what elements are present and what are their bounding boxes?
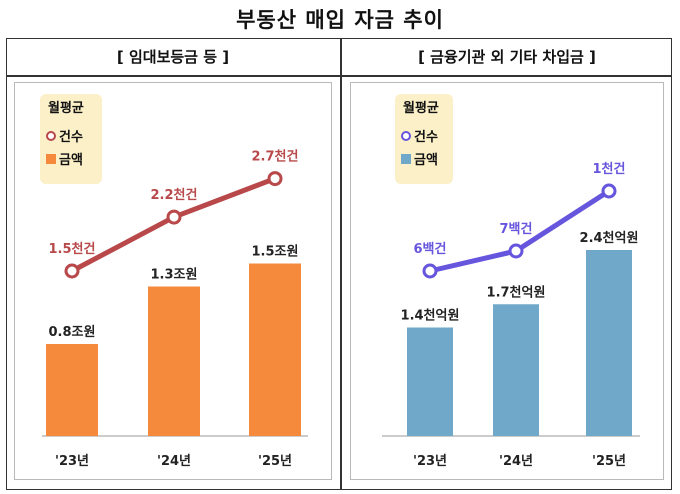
right-legend-line-label: 건수 — [414, 129, 438, 145]
right-bar — [407, 327, 453, 436]
left-bar-label: 0.8조원 — [49, 325, 96, 340]
left-x-tick-label: '25년 — [258, 454, 292, 469]
left-bar — [249, 263, 301, 436]
right-bar-label: 1.7천억원 — [487, 285, 546, 300]
left-line-label: 1.5천건 — [49, 241, 96, 257]
right-bar-label: 1.4천억원 — [401, 309, 460, 324]
left-x-tick-label: '23년 — [55, 454, 89, 469]
right-legend-bar-label: 금액 — [414, 153, 438, 168]
right-bar-label: 2.4천억원 — [580, 231, 639, 246]
left-legend-bar-label: 금액 — [59, 153, 83, 168]
left-bar — [148, 286, 200, 436]
left-x-tick-label: '24년 — [157, 454, 191, 469]
right-legend-line-marker — [401, 131, 411, 141]
right-legend-bar-marker — [401, 154, 411, 164]
left-legend-bar-marker — [46, 154, 56, 164]
right-legend-title: 월평균 — [403, 100, 439, 116]
right-x-tick-label: '23년 — [413, 454, 447, 469]
right-x-tick-label: '24년 — [499, 454, 533, 469]
right-panel-title: [ 금융기관 외 기타 차입금 ] — [418, 48, 596, 66]
left-panel-title: [ 임대보등금 등 ] — [116, 48, 230, 66]
right-line-point — [508, 243, 524, 259]
left-legend-title: 월평균 — [48, 100, 84, 116]
right-bar — [493, 304, 539, 436]
right-line-label: 6백건 — [414, 241, 447, 257]
left-legend-line-label: 건수 — [59, 129, 83, 145]
left-line-label: 2.7천건 — [252, 149, 299, 165]
left-line-point — [64, 263, 80, 279]
left-bar-label: 1.3조원 — [151, 268, 198, 283]
panel-divider — [340, 38, 342, 490]
right-line-point — [422, 263, 438, 279]
header-divider — [6, 75, 672, 77]
left-line-point — [166, 209, 182, 225]
chart-frame — [6, 38, 672, 490]
right-line-point — [601, 183, 617, 199]
left-line-point — [267, 171, 283, 187]
page-title: 부동산 매입 자금 추이 — [236, 8, 444, 32]
right-line-label: 7백건 — [500, 221, 533, 237]
left-line-label: 2.2천건 — [151, 187, 198, 203]
right-bar — [586, 250, 632, 436]
left-bar-label: 1.5조원 — [252, 245, 299, 260]
left-legend-line-marker — [46, 131, 56, 141]
right-line-label: 1천건 — [593, 161, 626, 177]
left-bar — [46, 344, 98, 436]
right-x-tick-label: '25년 — [592, 454, 626, 469]
